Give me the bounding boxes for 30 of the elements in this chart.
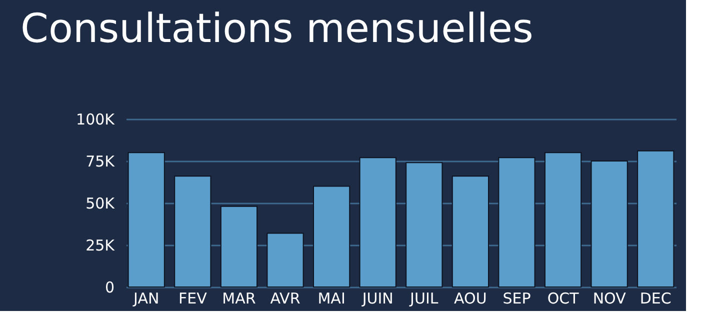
bar: [313, 186, 350, 288]
bar: [544, 152, 582, 288]
y-tick-label: 75K: [86, 152, 116, 170]
bar: [452, 176, 489, 288]
x-tick-label: JAN: [132, 290, 160, 308]
bar: [220, 206, 258, 288]
x-tick-label: AVR: [270, 290, 300, 308]
x-tick-label: MAR: [222, 290, 256, 308]
y-tick-label: 100K: [76, 110, 116, 128]
bar: [174, 176, 212, 288]
x-tick-label: AOU: [454, 290, 487, 308]
bar: [359, 157, 396, 288]
x-tick-label: SEP: [502, 290, 531, 308]
chart-title: Consultations mensuelles: [20, 6, 534, 52]
y-tick-label: 0: [104, 278, 114, 296]
x-tick-label: DEC: [640, 290, 672, 308]
x-tick-label: MAI: [318, 290, 346, 308]
x-tick-label: NOV: [592, 290, 627, 308]
y-tick-label: 50K: [86, 194, 116, 212]
x-tick-label: FEV: [178, 290, 208, 308]
y-tick-label: 25K: [86, 236, 116, 254]
bar: [266, 232, 304, 288]
bar: [128, 152, 165, 288]
bar: [637, 150, 674, 288]
x-tick-label: OCT: [547, 290, 580, 308]
x-tick-label: JUIL: [409, 290, 439, 308]
bar: [406, 162, 443, 288]
bar: [498, 157, 536, 288]
x-tick-label: JUIN: [361, 290, 394, 308]
bar: [590, 160, 628, 288]
